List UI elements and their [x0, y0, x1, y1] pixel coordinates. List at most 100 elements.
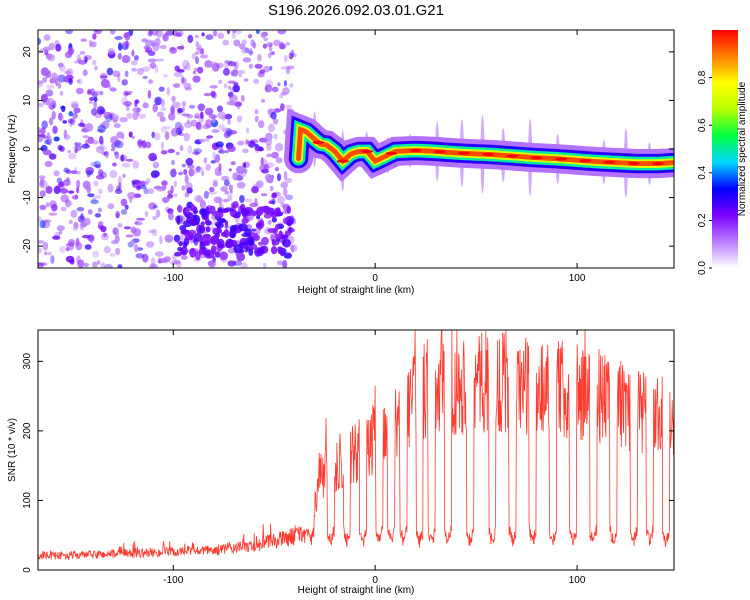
cluster-blob [203, 240, 211, 246]
noise-blob [176, 45, 185, 50]
noise-blob [112, 227, 119, 235]
cluster-blob [263, 213, 273, 219]
noise-blob [273, 133, 278, 140]
noise-blob [184, 192, 190, 198]
noise-blob [211, 62, 220, 72]
noise-blob [206, 135, 214, 139]
noise-blob [98, 188, 103, 195]
noise-blob [188, 104, 196, 109]
noise-blob [68, 47, 74, 56]
noise-blob [283, 80, 287, 87]
noise-blob [284, 54, 288, 63]
noise-blob [63, 134, 71, 140]
noise-blob [130, 226, 137, 234]
noise-blob [253, 42, 257, 48]
noise-blob [84, 56, 88, 63]
noise-blob [230, 69, 239, 77]
noise-blob [164, 234, 174, 243]
noise-blob [181, 101, 187, 107]
noise-blob [65, 30, 73, 35]
noise-blob [112, 70, 121, 78]
y-tick-label: 200 [22, 422, 33, 439]
noise-blob [274, 167, 280, 172]
noise-blob [73, 221, 79, 229]
cluster-blob [198, 224, 206, 234]
ridge-peak [385, 151, 398, 155]
noise-blob [203, 92, 211, 97]
noise-blob [276, 260, 284, 266]
noise-blob [230, 87, 235, 95]
noise-blob [261, 98, 266, 103]
noise-blob [104, 150, 109, 159]
noise-blob [51, 110, 56, 120]
noise-blob [237, 140, 245, 146]
noise-blob [192, 75, 201, 83]
cluster-blob [250, 211, 258, 217]
noise-blob [194, 34, 199, 39]
y-tick-label: 20 [22, 46, 33, 58]
noise-blob [184, 87, 193, 91]
noise-blob [59, 245, 67, 254]
noise-blob [263, 65, 271, 73]
noise-blob [109, 170, 118, 179]
noise-blob [169, 260, 179, 265]
noise-blob [47, 54, 56, 62]
noise-blob [113, 151, 118, 155]
cluster-blob [185, 207, 190, 215]
noise-blob [132, 160, 139, 169]
noise-blob [223, 224, 231, 229]
ridge-peak [312, 140, 325, 145]
noise-blob [159, 44, 167, 50]
noise-blob [64, 70, 72, 75]
noise-blob [173, 180, 177, 188]
noise-blob [264, 173, 273, 182]
noise-blob [143, 188, 149, 195]
noise-blob [159, 116, 166, 122]
noise-blob [118, 42, 123, 51]
noise-blob [260, 31, 266, 39]
noise-blob [110, 147, 116, 152]
noise-blob [61, 105, 66, 113]
noise-blob [240, 262, 248, 268]
cluster-blob [199, 240, 204, 246]
noise-blob [100, 75, 108, 79]
noise-blob [254, 63, 263, 69]
noise-blob [135, 253, 145, 259]
y-tick-label: -20 [22, 238, 33, 253]
noise-blob [96, 106, 105, 115]
noise-blob [152, 103, 158, 113]
noise-blob [68, 219, 73, 225]
y-tick-label: 0 [22, 146, 33, 152]
noise-blob [194, 51, 200, 56]
noise-blob [99, 90, 104, 96]
noise-blob [147, 58, 157, 63]
noise-blob [124, 204, 129, 210]
noise-blob [185, 62, 191, 71]
colorbar-gradient [712, 30, 738, 268]
noise-blob [242, 148, 249, 154]
noise-blob [162, 74, 168, 78]
noise-blob [228, 184, 233, 191]
noise-blob [168, 210, 174, 215]
noise-blob [271, 151, 279, 159]
cluster-blob [280, 250, 285, 257]
noise-blob [71, 103, 79, 109]
noise-blob [115, 210, 120, 219]
noise-blob [203, 157, 208, 164]
noise-blob [238, 73, 242, 78]
noise-blob [145, 39, 153, 47]
noise-blob [94, 90, 102, 96]
noise-blob [82, 135, 90, 139]
noise-blob [151, 30, 159, 36]
noise-blob [272, 198, 276, 205]
noise-blob [110, 30, 116, 35]
snr-frame [37, 329, 675, 571]
noise-blob [144, 211, 149, 218]
noise-blob [260, 157, 264, 166]
noise-blob [125, 158, 134, 162]
noise-blob [97, 124, 106, 134]
noise-blob [170, 127, 179, 137]
noise-blob [227, 61, 237, 67]
noise-blob [186, 114, 194, 119]
